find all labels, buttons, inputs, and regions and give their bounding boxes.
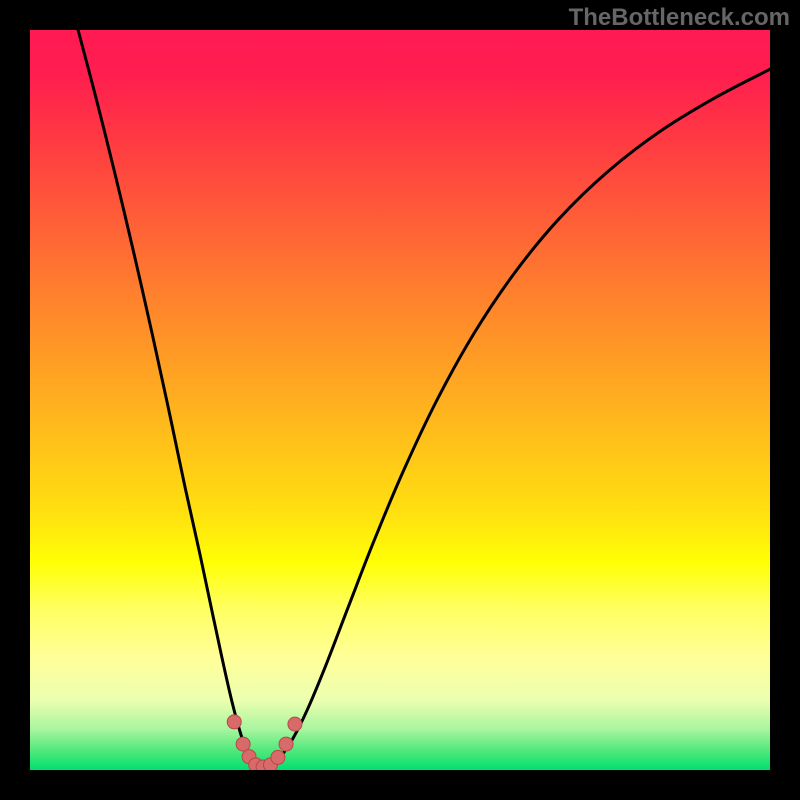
cluster-point	[279, 737, 293, 751]
chart-container: TheBottleneck.com	[0, 0, 800, 800]
watermark-text: TheBottleneck.com	[569, 4, 790, 32]
cluster-point	[227, 715, 241, 729]
curves-layer	[30, 30, 770, 770]
cluster-point	[288, 717, 302, 731]
plot-area	[30, 30, 770, 770]
dip-cluster	[227, 715, 302, 770]
curve-right	[263, 69, 770, 770]
curve-left	[78, 30, 263, 770]
cluster-point	[271, 750, 285, 764]
cluster-point	[236, 737, 250, 751]
